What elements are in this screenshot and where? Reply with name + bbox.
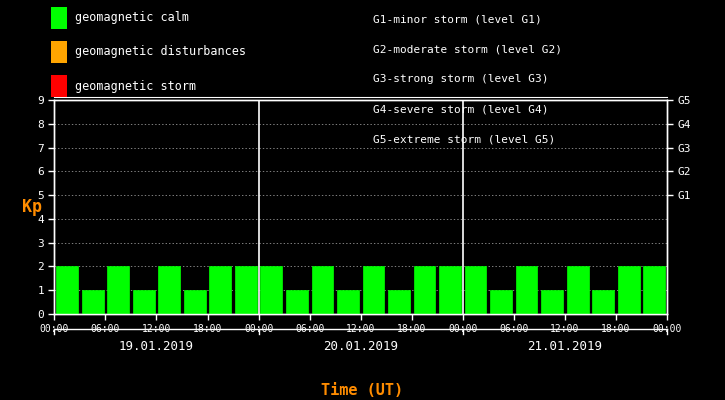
Bar <box>567 266 589 314</box>
Bar <box>515 266 537 314</box>
Text: 21.01.2019: 21.01.2019 <box>527 340 602 353</box>
Text: G5-extreme storm (level G5): G5-extreme storm (level G5) <box>373 134 555 144</box>
Text: geomagnetic storm: geomagnetic storm <box>75 80 196 92</box>
Bar <box>184 290 206 314</box>
Text: 20.01.2019: 20.01.2019 <box>323 340 398 353</box>
Bar <box>312 266 334 314</box>
Bar <box>210 266 231 314</box>
Text: G3-strong storm (level G3): G3-strong storm (level G3) <box>373 74 549 84</box>
Bar <box>286 290 307 314</box>
Bar <box>643 266 665 314</box>
Text: Time (UT): Time (UT) <box>321 383 404 398</box>
Text: G4-severe storm (level G4): G4-severe storm (level G4) <box>373 104 549 114</box>
Bar <box>465 266 486 314</box>
Bar <box>388 290 410 314</box>
Bar <box>260 266 282 314</box>
Bar <box>592 290 614 314</box>
Text: G2-moderate storm (level G2): G2-moderate storm (level G2) <box>373 44 563 54</box>
Bar <box>235 266 257 314</box>
Y-axis label: Kp: Kp <box>22 198 41 216</box>
Bar <box>82 290 104 314</box>
Text: 19.01.2019: 19.01.2019 <box>119 340 194 353</box>
Text: geomagnetic disturbances: geomagnetic disturbances <box>75 46 246 58</box>
Text: G1-minor storm (level G1): G1-minor storm (level G1) <box>373 14 542 24</box>
Bar <box>414 266 435 314</box>
Bar <box>107 266 129 314</box>
Bar <box>362 266 384 314</box>
Bar <box>490 290 512 314</box>
Bar <box>158 266 180 314</box>
Bar <box>133 290 154 314</box>
Text: geomagnetic calm: geomagnetic calm <box>75 12 189 24</box>
Bar <box>542 290 563 314</box>
Bar <box>337 290 359 314</box>
Bar <box>57 266 78 314</box>
Bar <box>618 266 639 314</box>
Bar <box>439 266 461 314</box>
